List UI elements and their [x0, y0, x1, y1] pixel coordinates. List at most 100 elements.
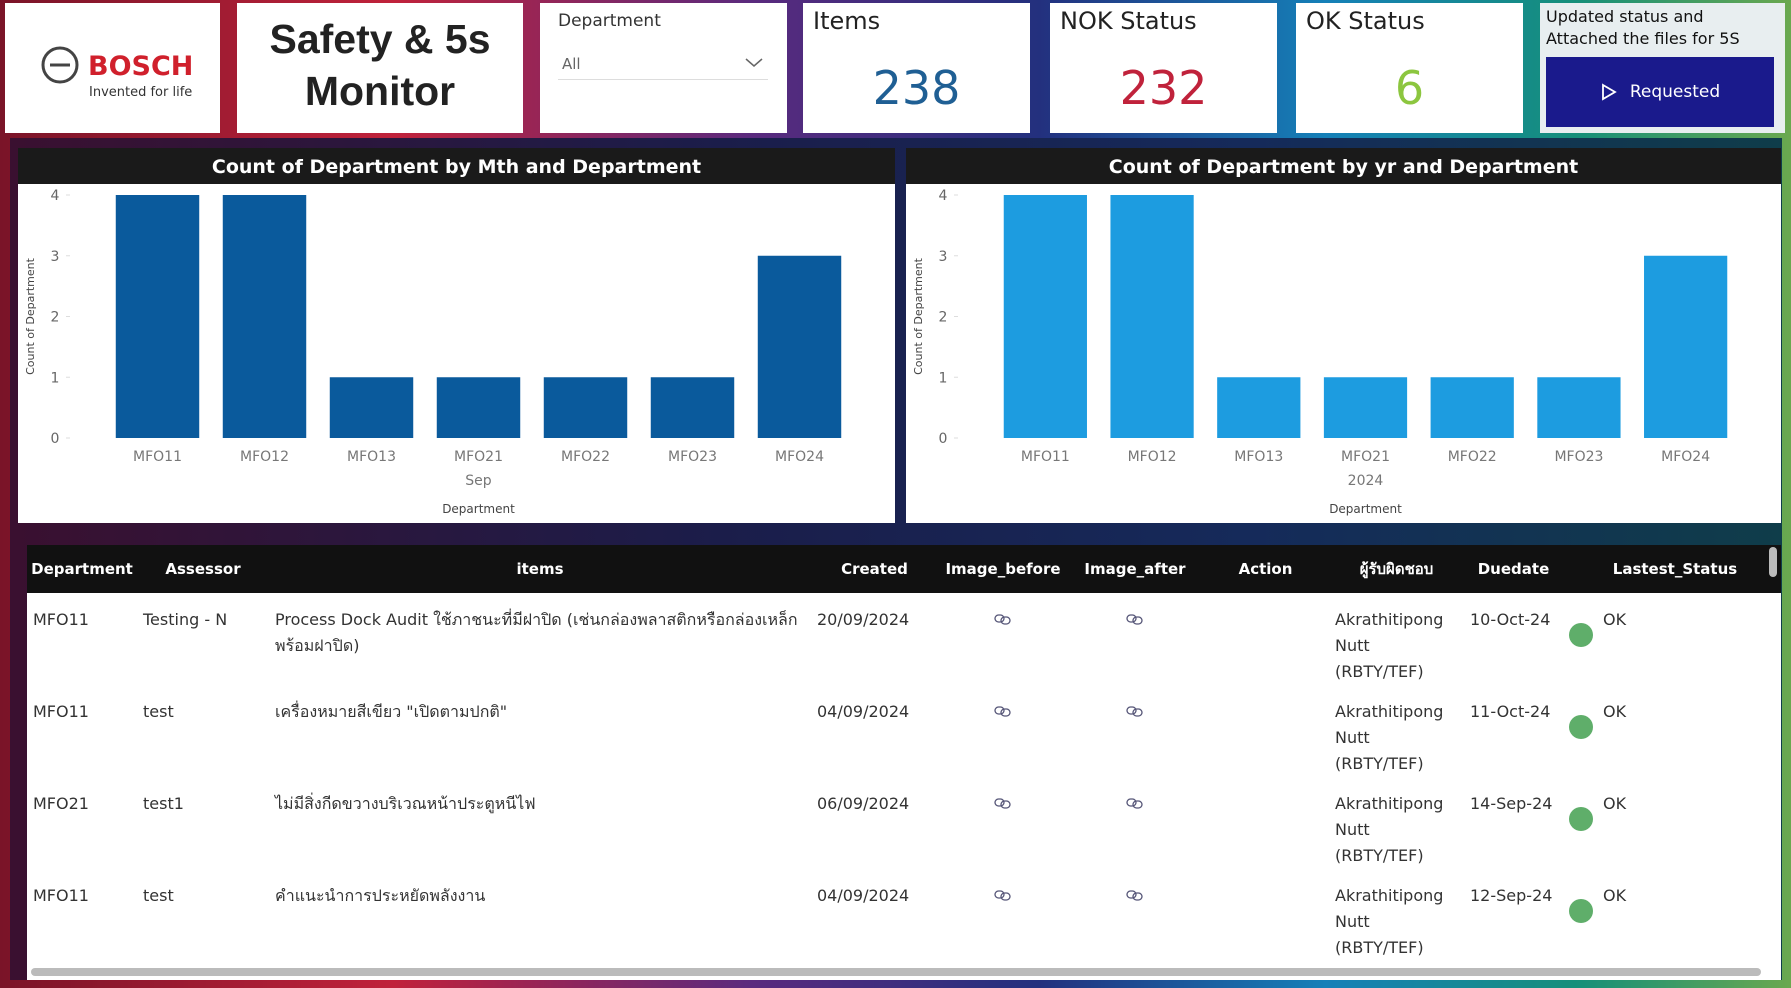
kpi-value: 238 [872, 61, 961, 115]
link-icon[interactable] [1126, 797, 1144, 809]
kpi-card: Items 238 [803, 3, 1030, 133]
table-panel: Department Assessor items Created Image_befo… [27, 545, 1781, 980]
link-icon[interactable] [994, 613, 1012, 625]
table-cell: OK [1563, 869, 1781, 961]
link-icon[interactable] [1126, 889, 1144, 901]
chart-title: Count of Department by Mth and Departmen… [212, 156, 701, 178]
column-header: Duedate [1464, 545, 1563, 593]
brand: BOSCH [88, 51, 193, 82]
column-header: Assessor [137, 545, 269, 593]
column-header: items [269, 545, 811, 593]
tagline: Invented for life [89, 85, 192, 100]
x-tick-label: MFO21 [1341, 449, 1390, 465]
dropdown-arrow [745, 58, 763, 67]
table-cell [938, 777, 1068, 869]
table-cell: MFO11 [33, 886, 89, 905]
table-cell: Akrathitipong Nutt (RBTY/TEF) [1335, 610, 1444, 681]
kpi-value: 232 [1119, 61, 1208, 115]
table-cell [1202, 869, 1329, 961]
bar [757, 255, 842, 438]
table-cell: Akrathitipong Nutt (RBTY/TEF) [1335, 794, 1444, 865]
y-tick-label: 1 [939, 370, 948, 386]
kpi-card: NOK Status 232 [1050, 3, 1277, 133]
dashboard-title: Safety & 5s Monitor [269, 16, 491, 114]
title-bar [18, 148, 895, 184]
table-cell: 10-Oct-24 [1470, 610, 1551, 629]
y-tick-label: 4 [939, 188, 948, 204]
kpi-card: OK Status 6 [1296, 3, 1523, 133]
x-tick-label: MFO11 [133, 449, 182, 465]
table-row: MFO11 test เครื่องหมายสีเขียว "เปิดตามปกติ… [27, 685, 1781, 777]
table-cell: test [143, 702, 174, 721]
table-cell [1068, 593, 1202, 685]
status-text: OK [1603, 702, 1627, 721]
scrollbar[interactable] [31, 968, 1761, 976]
table-cell: คำแนะนำการประหยัดพลังงาน [275, 886, 486, 905]
bar [1003, 195, 1087, 438]
scrollbar[interactable] [1769, 547, 1777, 577]
bar-chart: Count of Department by yr and Department… [906, 148, 1781, 523]
x-tick-label: MFO13 [1234, 449, 1283, 465]
table-row: MFO11 Testing - N Process Dock Audit ใช้ภา… [27, 593, 1781, 685]
y-axis-label: Count of Department [912, 257, 925, 375]
kpi-value: 6 [1394, 61, 1425, 115]
table-cell [938, 685, 1068, 777]
bar [1537, 377, 1621, 438]
table-cell: OK [1563, 777, 1781, 869]
request-button[interactable]: Requested [1546, 57, 1774, 127]
table-cell: ไม่มีสิ่งกีดขวางบริเวณหน้าประตูหนีไฟ [275, 794, 536, 813]
y-tick-label: 2 [939, 310, 948, 326]
x-tick-label: MFO13 [347, 449, 396, 465]
header-row: Department Assessor items Created Image_befo… [27, 545, 1781, 593]
column-header: Created [811, 545, 938, 593]
link-icon[interactable] [994, 889, 1012, 901]
x-tick-label: MFO24 [1661, 449, 1710, 465]
bar [1323, 377, 1408, 438]
table-cell: 04/09/2024 [817, 702, 910, 721]
status-dot [1569, 623, 1593, 647]
table-cell: Process Dock Audit ใช้ภาชนะที่มีฝาปิด (เ… [275, 610, 798, 655]
y-tick-label: 1 [51, 370, 60, 386]
x-tick-label: MFO11 [1021, 449, 1070, 465]
kpi-label: Items [813, 7, 881, 35]
link-icon[interactable] [1126, 613, 1144, 625]
column-header: ผู้รับผิดชอบ [1329, 545, 1464, 593]
column-header: Image_before [938, 545, 1068, 593]
status-dot [1569, 715, 1593, 739]
action-box: Updated status and Attached the files fo… [1540, 3, 1785, 133]
button-label: Requested [1629, 82, 1721, 102]
table-cell: 12-Sep-24 [1470, 886, 1553, 905]
link-icon[interactable] [994, 705, 1012, 717]
filter-dropdown[interactable]: All [558, 43, 768, 80]
table-row: MFO11 test คำแนะนำการประหยัดพลังงาน 04/09/2… [27, 869, 1781, 961]
status-text: OK [1603, 794, 1627, 813]
status-dot [1569, 899, 1593, 923]
table-cell: 11-Oct-24 [1470, 702, 1551, 721]
bar [543, 377, 628, 438]
action-text: Updated status and Attached the files fo… [1546, 7, 1740, 48]
column-header: Action [1202, 545, 1329, 593]
logo-mark [41, 46, 79, 84]
status-dot [1569, 807, 1593, 831]
x-tick-label: MFO24 [775, 449, 824, 465]
title-bar [906, 148, 1781, 184]
kpi-label: NOK Status [1060, 7, 1197, 35]
table-cell [1068, 869, 1202, 961]
data-table: Department Assessor items Created Image_befo… [27, 545, 1781, 961]
kpi-label: OK Status [1306, 7, 1425, 35]
link-icon[interactable] [994, 797, 1012, 809]
bar-chart: Count of Department by Mth and Departmen… [18, 148, 895, 523]
table-cell [1068, 685, 1202, 777]
table-cell [938, 869, 1068, 961]
y-tick-label: 0 [939, 431, 948, 447]
table-cell [1202, 685, 1329, 777]
link-icon[interactable] [1126, 705, 1144, 717]
column-header: Department [27, 545, 137, 593]
y-tick-label: 4 [51, 188, 60, 204]
y-tick-label: 3 [51, 249, 60, 265]
x-axis-label: Department [1329, 502, 1402, 516]
y-tick-label: 2 [51, 310, 60, 326]
table-cell [1068, 777, 1202, 869]
column-header: Lastest_Status [1563, 545, 1781, 593]
filter-value: All [562, 55, 581, 73]
